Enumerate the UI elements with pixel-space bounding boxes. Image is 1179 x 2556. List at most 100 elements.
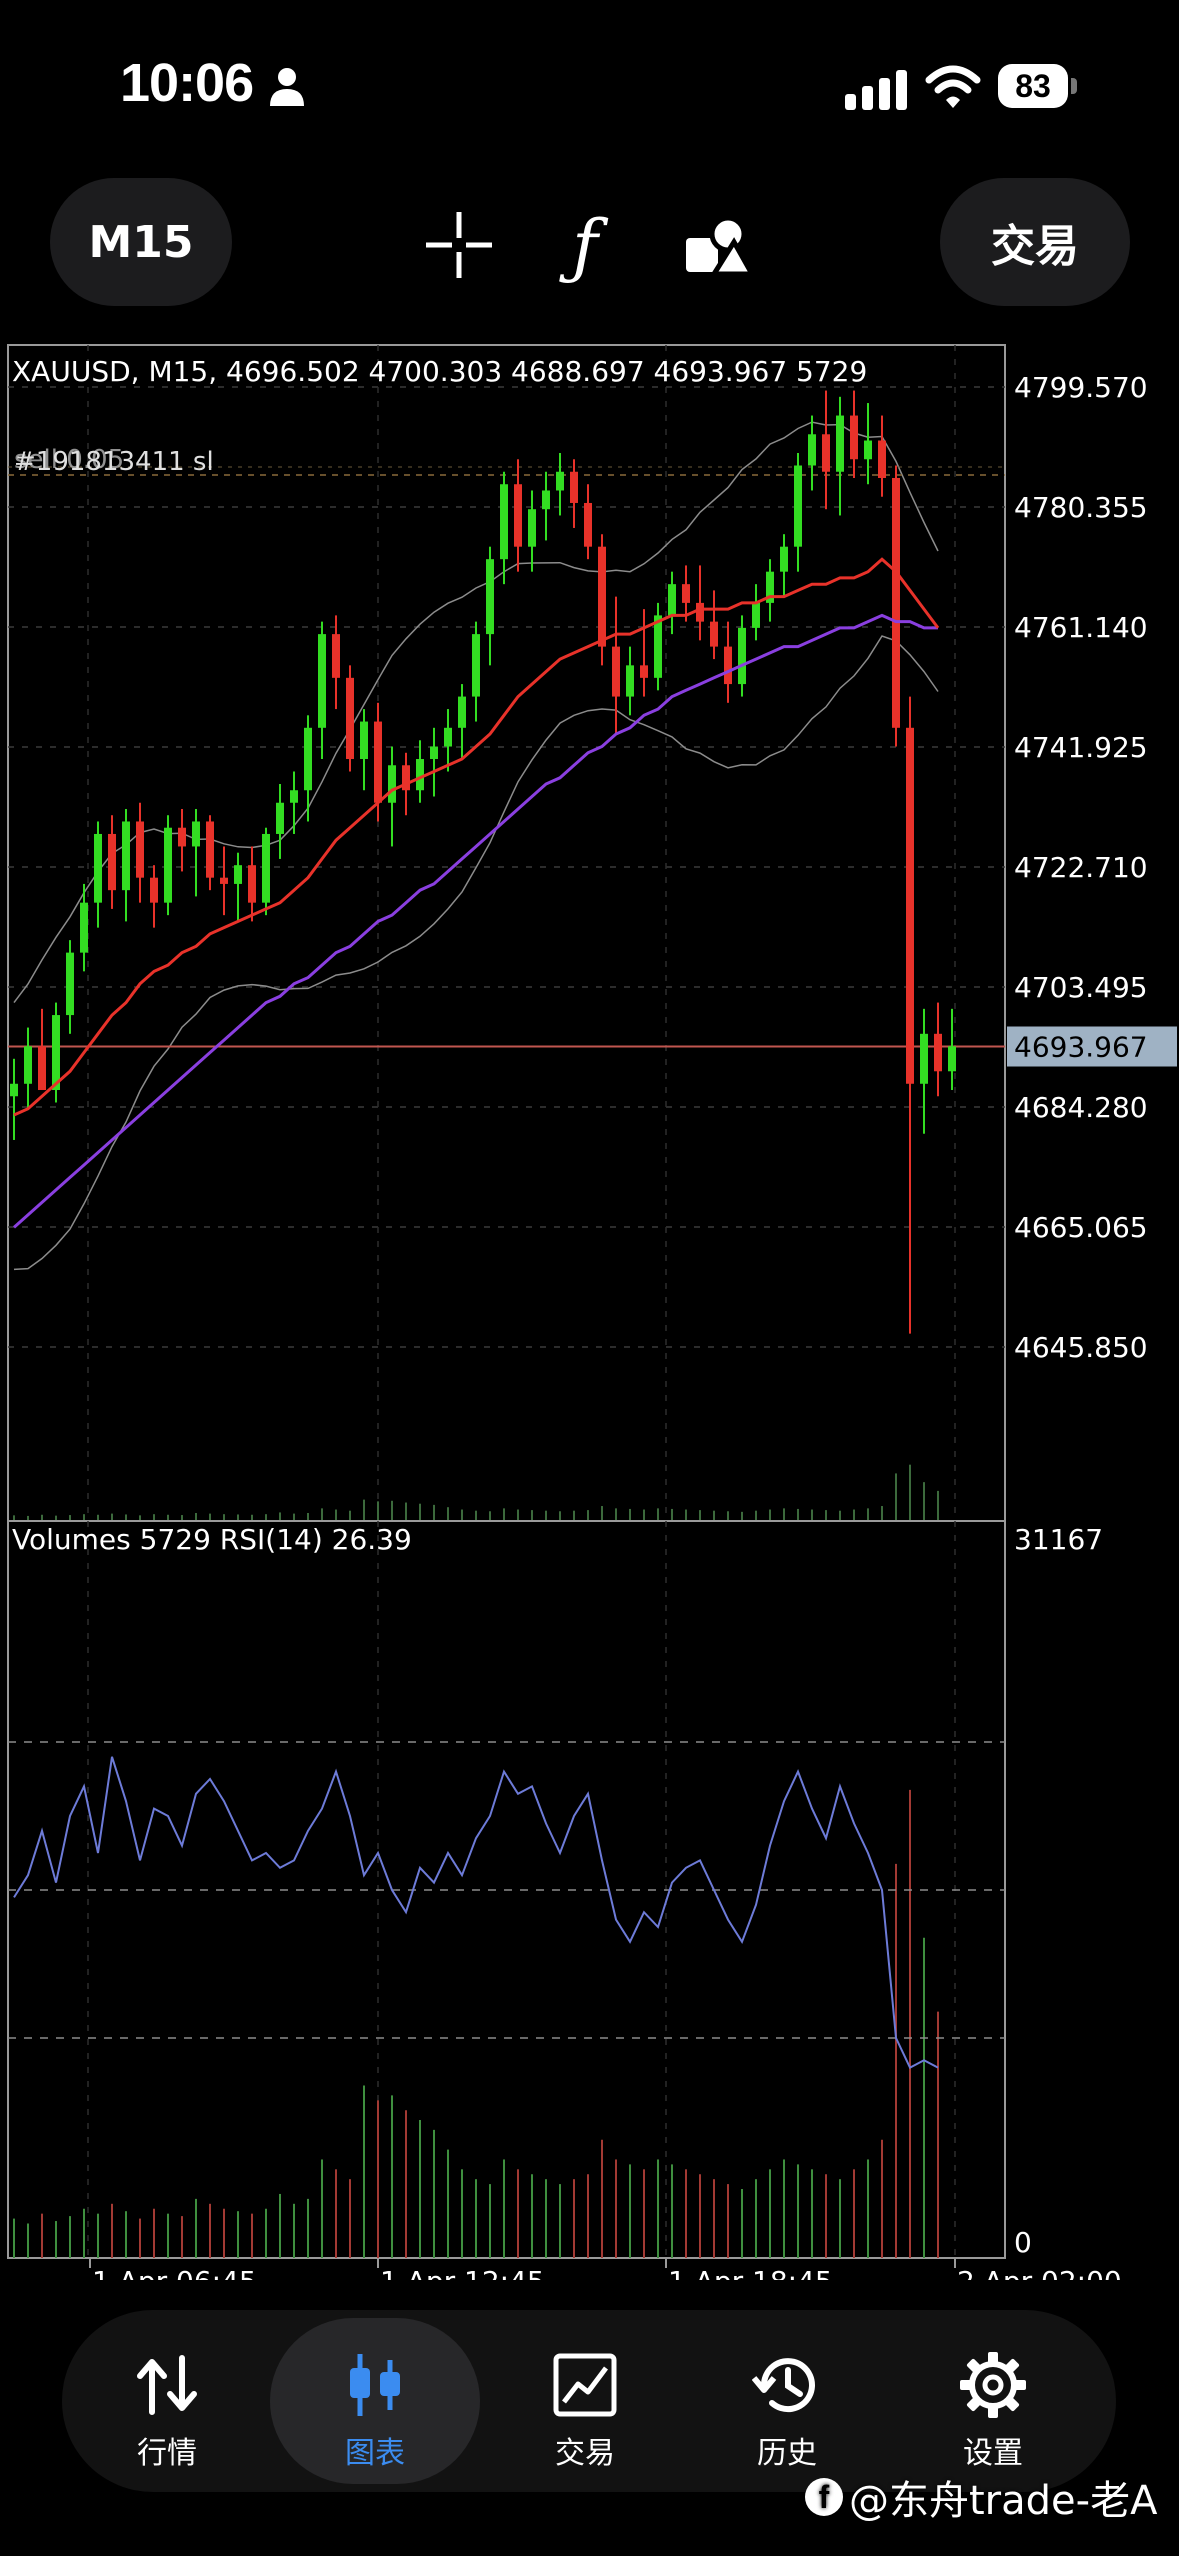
price-chart[interactable]: 4799.570 4780.355 4761.140 4741.925 4722.710… [0, 340, 1179, 2280]
price-axis-label: 4761.140 [1014, 611, 1148, 644]
candle-body [192, 821, 200, 847]
candle-body [584, 502, 592, 547]
nav-label: 行情 [137, 2436, 197, 2471]
status-bar: 10:06 83 [0, 0, 1179, 175]
timeframe-button[interactable]: M15 [50, 178, 232, 306]
nav-label: 图表 [345, 2436, 405, 2471]
chart-frame [7, 344, 1006, 2259]
price-axis-label: 4703.495 [1014, 971, 1148, 1004]
candle-body [570, 471, 578, 503]
current-price-badge [1007, 1026, 1177, 1067]
time-axis-label: 1 Apr 06:45 [92, 2265, 257, 2280]
candle-body [94, 833, 102, 903]
time-axis-label: 1 Apr 12:45 [380, 2265, 545, 2280]
candle-body [948, 1046, 956, 1072]
candle-body [122, 821, 130, 891]
candle-body [514, 484, 522, 547]
history-clock-icon [752, 2358, 815, 2413]
candle-body [794, 465, 802, 547]
candle-body [24, 1046, 32, 1084]
candle-body [878, 440, 886, 478]
candle-body [38, 1046, 46, 1091]
candle-body [318, 634, 326, 728]
slow-ma-line [13, 613, 938, 1229]
candle-body [892, 477, 900, 728]
candle-body [164, 827, 172, 903]
candle-body [304, 727, 312, 791]
candle-body [276, 802, 284, 834]
rsi-line [13, 1756, 939, 2069]
candle-body [822, 434, 830, 472]
candle-body [626, 665, 634, 697]
candle-body [864, 440, 872, 460]
nav-chart[interactable]: 图表 [270, 2318, 480, 2484]
candle-body [766, 571, 774, 603]
nav-label: 历史 [757, 2436, 817, 2471]
candle-body [682, 584, 690, 603]
candle-body [654, 615, 662, 678]
indicator-f-icon[interactable]: ƒ [540, 200, 630, 290]
candlestick-chart-icon [350, 2354, 400, 2416]
current-price-label: 4693.967 [1014, 1031, 1148, 1064]
candle-body [808, 434, 816, 466]
nav-quotes[interactable]: 行情 [62, 2310, 272, 2492]
price-axis-label: 4684.280 [1014, 1091, 1148, 1124]
candle-body [752, 602, 760, 628]
watermark-text: @东舟trade-老A [849, 2478, 1158, 2524]
nav-trade[interactable]: 交易 [480, 2310, 690, 2492]
candle-body [668, 584, 676, 616]
candle-body [416, 759, 424, 791]
battery-level: 83 [998, 64, 1068, 108]
price-axis-label: 4665.065 [1014, 1211, 1148, 1244]
candle-body [850, 415, 858, 460]
candle-body [458, 696, 466, 728]
wifi-icon [925, 65, 981, 108]
nav-label: 设置 [963, 2436, 1023, 2471]
candle-body [836, 415, 844, 472]
candle-body [444, 727, 452, 747]
crosshair-icon[interactable] [414, 200, 504, 290]
order-label-sell: sell 0.05 [14, 445, 124, 475]
candle-body [500, 484, 508, 560]
candle-body [430, 746, 438, 760]
candle-body [612, 646, 620, 697]
candle-body [640, 665, 648, 678]
candle-body [710, 621, 718, 647]
fast-ma-line [13, 557, 940, 1117]
nav-history[interactable]: 历史 [682, 2310, 892, 2492]
candle-body [220, 877, 228, 884]
candle-body [528, 509, 536, 547]
price-axis-label: 4780.355 [1014, 491, 1148, 524]
indicator-header: Volumes 5729 RSI(14) 26.39 [12, 1523, 412, 1556]
indicator-axis-max: 31167 [1014, 1523, 1103, 1556]
candle-body [136, 821, 144, 878]
price-axis-label: 4799.570 [1014, 371, 1148, 404]
candle-body [780, 546, 788, 572]
svg-text:ƒ: ƒ [559, 205, 609, 287]
battery-icon: 83 [998, 64, 1080, 110]
candle-body [52, 1015, 60, 1091]
candle-body [920, 1033, 928, 1084]
candle-body [248, 865, 256, 903]
price-axis-label: 4722.710 [1014, 851, 1148, 884]
candle-body [374, 721, 382, 803]
candle-body [206, 821, 214, 878]
person-icon [270, 68, 304, 106]
indicator-axis-min: 0 [1014, 2226, 1032, 2259]
nav-label: 交易 [555, 2436, 615, 2471]
lower-band-line [13, 635, 939, 1271]
status-time: 10:06 [120, 53, 254, 113]
time-axis-label: 1 Apr 18:45 [668, 2265, 833, 2280]
nav-settings[interactable]: 设置 [888, 2310, 1098, 2492]
candle-body [696, 602, 704, 622]
trade-button[interactable]: 交易 [940, 178, 1130, 306]
candle-body [934, 1033, 942, 1072]
candle-body [346, 677, 354, 760]
candle-body [332, 634, 340, 678]
price-axis-label: 4741.925 [1014, 731, 1148, 764]
objects-shapes-icon[interactable] [670, 200, 760, 290]
watermark: f @东舟trade-老A [805, 2468, 1157, 2526]
trade-chart-icon [553, 2353, 617, 2417]
settings-gear-icon [960, 2352, 1026, 2418]
candle-body [486, 559, 494, 635]
